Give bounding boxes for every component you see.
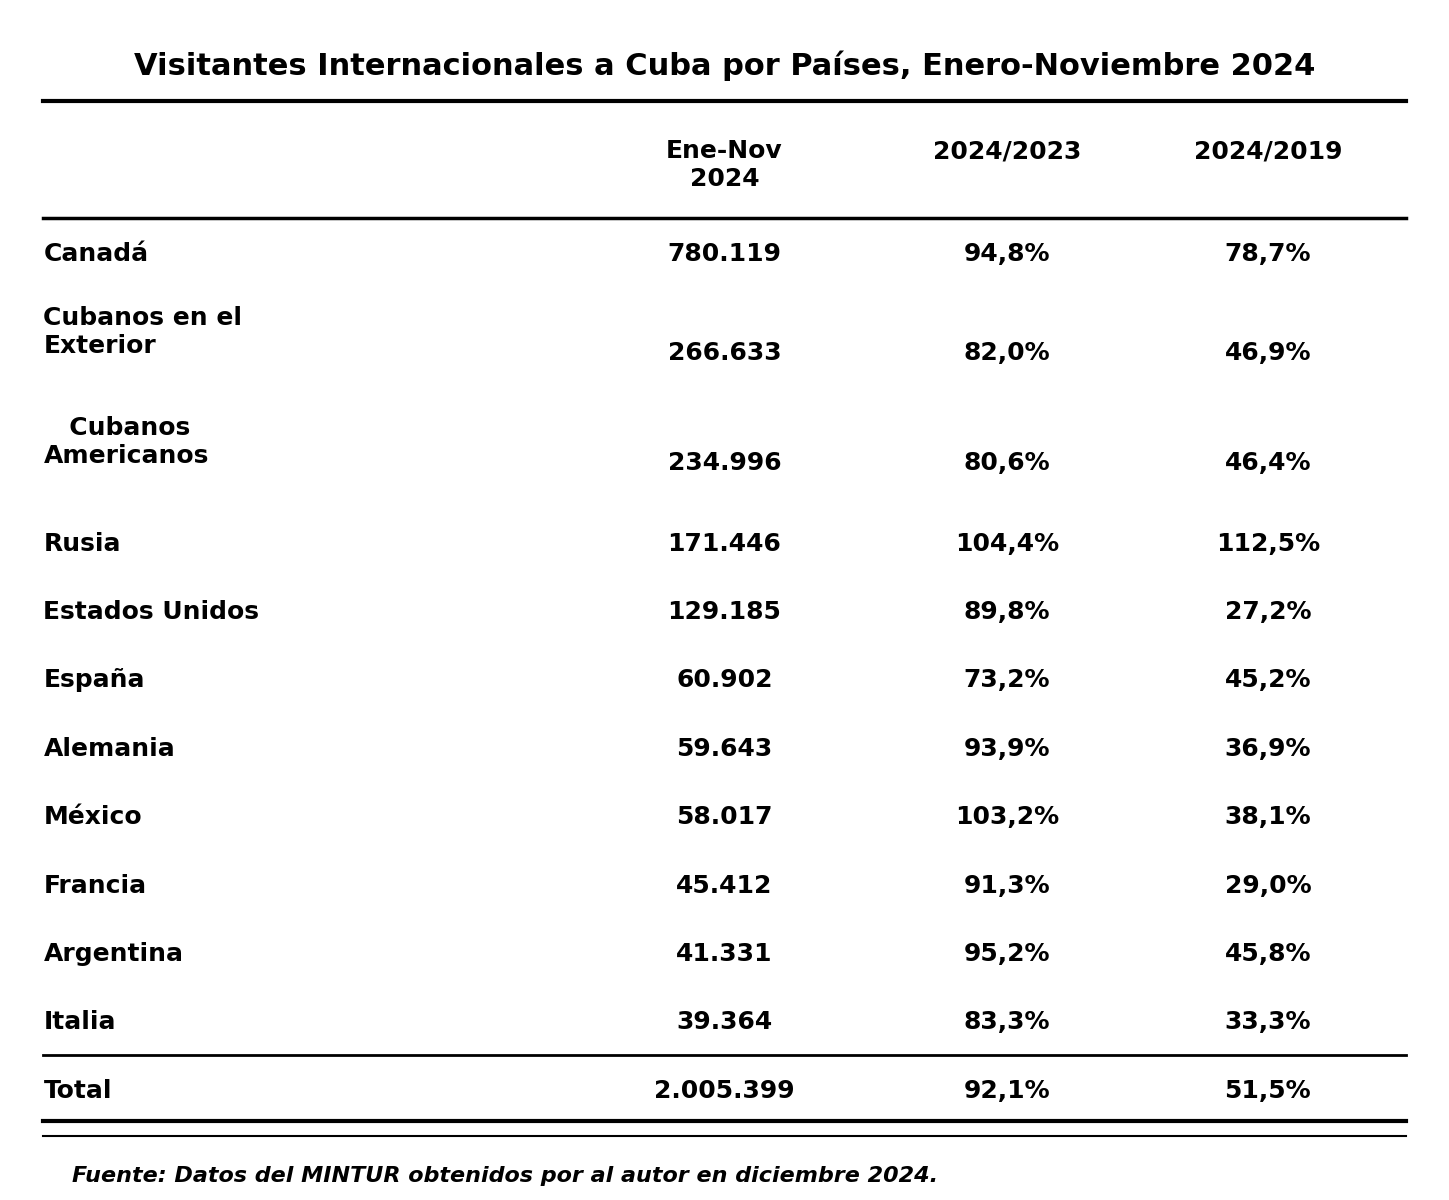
Text: 89,8%: 89,8% [964, 600, 1051, 624]
Text: 103,2%: 103,2% [955, 805, 1059, 829]
Text: Francia: Francia [43, 874, 146, 898]
Text: 33,3%: 33,3% [1224, 1010, 1311, 1034]
Text: Rusia: Rusia [43, 532, 120, 556]
Text: Alemania: Alemania [43, 737, 175, 761]
Text: 38,1%: 38,1% [1224, 805, 1311, 829]
Text: 46,4%: 46,4% [1224, 451, 1311, 475]
Text: Visitantes Internacionales a Cuba por Países, Enero-Noviembre 2024: Visitantes Internacionales a Cuba por Pa… [133, 50, 1316, 80]
Text: 104,4%: 104,4% [955, 532, 1059, 556]
Text: Argentina: Argentina [43, 942, 184, 966]
Text: 2024/2023: 2024/2023 [933, 139, 1081, 163]
Text: Fuente: Datos del MINTUR obtenidos por al autor en diciembre 2024.: Fuente: Datos del MINTUR obtenidos por a… [72, 1166, 939, 1187]
Text: 780.119: 780.119 [668, 242, 781, 266]
Text: 95,2%: 95,2% [964, 942, 1051, 966]
Text: 51,5%: 51,5% [1224, 1079, 1311, 1103]
Text: 92,1%: 92,1% [964, 1079, 1051, 1103]
Text: Cubanos
Americanos: Cubanos Americanos [43, 416, 209, 468]
Text: Estados Unidos: Estados Unidos [43, 600, 259, 624]
Text: 41.331: 41.331 [677, 942, 772, 966]
Text: 2024/2019: 2024/2019 [1194, 139, 1342, 163]
Text: 46,9%: 46,9% [1224, 341, 1311, 365]
Text: 29,0%: 29,0% [1224, 874, 1311, 898]
Text: 234.996: 234.996 [668, 451, 781, 475]
Text: 112,5%: 112,5% [1216, 532, 1320, 556]
Text: 171.446: 171.446 [668, 532, 781, 556]
Text: 266.633: 266.633 [668, 341, 781, 365]
Text: Canadá: Canadá [43, 242, 149, 266]
Text: 36,9%: 36,9% [1224, 737, 1311, 761]
Text: 39.364: 39.364 [677, 1010, 772, 1034]
Text: 82,0%: 82,0% [964, 341, 1051, 365]
Text: 27,2%: 27,2% [1224, 600, 1311, 624]
Text: 91,3%: 91,3% [964, 874, 1051, 898]
Text: 45,2%: 45,2% [1224, 668, 1311, 692]
Text: 129.185: 129.185 [668, 600, 781, 624]
Text: 93,9%: 93,9% [964, 737, 1051, 761]
Text: 60.902: 60.902 [677, 668, 772, 692]
Text: Italia: Italia [43, 1010, 116, 1034]
Text: México: México [43, 805, 142, 829]
Text: 58.017: 58.017 [677, 805, 772, 829]
Text: 2.005.399: 2.005.399 [653, 1079, 796, 1103]
Text: 45.412: 45.412 [677, 874, 772, 898]
Text: 73,2%: 73,2% [964, 668, 1051, 692]
Text: 80,6%: 80,6% [964, 451, 1051, 475]
Text: 59.643: 59.643 [677, 737, 772, 761]
Text: 83,3%: 83,3% [964, 1010, 1051, 1034]
Text: España: España [43, 668, 145, 692]
Text: 78,7%: 78,7% [1224, 242, 1311, 266]
Text: Cubanos en el
Exterior: Cubanos en el Exterior [43, 306, 242, 358]
Text: Ene-Nov
2024: Ene-Nov 2024 [667, 139, 782, 191]
Text: Total: Total [43, 1079, 112, 1103]
Text: 45,8%: 45,8% [1224, 942, 1311, 966]
Text: 94,8%: 94,8% [964, 242, 1051, 266]
